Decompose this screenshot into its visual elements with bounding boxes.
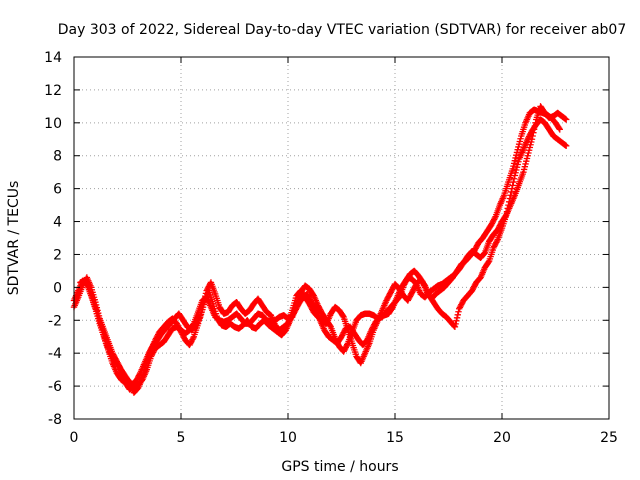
y-tick-label: -8	[48, 412, 62, 428]
x-axis-label: GPS time / hours	[281, 459, 398, 475]
data-point	[452, 320, 459, 328]
data-point	[85, 283, 92, 290]
y-tick-label: -6	[48, 379, 62, 395]
y-tick-label: 10	[44, 116, 62, 132]
data-point	[344, 341, 351, 348]
y-tick-label: 6	[53, 182, 62, 198]
y-tick-label: -2	[48, 313, 62, 329]
data-point	[453, 314, 461, 322]
data-point	[196, 315, 203, 322]
data-point	[555, 125, 563, 132]
data-point	[455, 308, 462, 315]
data-point	[506, 195, 514, 202]
x-tick-label: 10	[279, 430, 297, 446]
x-tick-label: 0	[70, 430, 79, 446]
data-point	[505, 198, 513, 205]
data-point	[563, 142, 570, 150]
data-point	[563, 116, 570, 123]
y-tick-label: 4	[53, 215, 62, 231]
y-tick-label: 8	[53, 149, 62, 165]
grid	[74, 57, 609, 419]
data-point	[136, 371, 143, 378]
data-point	[507, 192, 514, 199]
data-point	[503, 211, 510, 219]
y-tick-label: 2	[53, 247, 62, 263]
data-point	[451, 323, 459, 331]
axis-ticks	[73, 56, 610, 420]
plot-frame	[73, 56, 610, 420]
data-point	[189, 334, 197, 342]
data-point	[509, 182, 516, 189]
y-tick-label: -4	[48, 346, 62, 362]
data-point	[508, 188, 515, 196]
x-tick-label: 5	[177, 430, 186, 446]
y-tick-label: 14	[44, 50, 62, 66]
data-point	[453, 317, 460, 325]
data-point	[493, 237, 501, 245]
y-tick-label: 0	[53, 280, 62, 296]
data-point	[491, 214, 499, 222]
data-point	[311, 305, 319, 313]
data-point	[504, 205, 511, 212]
chart-title: Day 303 of 2022, Sidereal Day-to-day VTE…	[58, 22, 627, 38]
data-point	[505, 201, 512, 209]
data-series	[77, 106, 563, 388]
data-point	[454, 311, 461, 318]
x-tick-labels: 0 5 10 15 20 25	[70, 430, 618, 446]
data-point	[556, 126, 563, 133]
data-point	[339, 312, 347, 320]
data-point	[510, 175, 518, 182]
data-points	[70, 103, 570, 396]
data-point	[508, 185, 516, 192]
data-point	[503, 208, 511, 215]
x-tick-label: 25	[600, 430, 618, 446]
data-point	[326, 322, 334, 329]
y-tick-labels: -8 -6 -4 -2 0 2 4 6 8 10 12 14	[44, 50, 62, 428]
y-axis-label: SDTVAR / TECUs	[6, 181, 22, 296]
y-tick-label: 12	[44, 83, 62, 99]
x-tick-label: 15	[386, 430, 404, 446]
data-point	[485, 258, 492, 266]
x-tick-label: 20	[493, 430, 511, 446]
